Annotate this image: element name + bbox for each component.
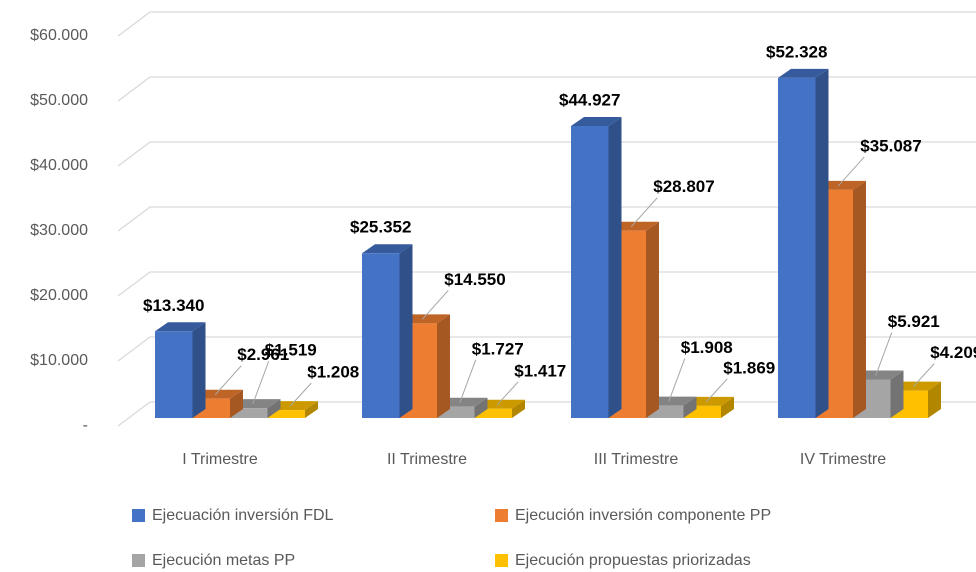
data-label: $13.340: [143, 296, 204, 315]
legend-swatch: [495, 509, 508, 522]
bar-side: [646, 221, 659, 418]
bar-front: [571, 125, 609, 419]
leader-line: [668, 358, 686, 402]
bar-side: [608, 116, 622, 419]
bar: [155, 322, 206, 418]
bar-side: [890, 370, 904, 418]
bar-front: [778, 77, 816, 419]
bar-side: [305, 401, 318, 418]
bar-front: [155, 331, 193, 418]
bar-side: [721, 396, 734, 418]
data-label: $1.417: [514, 361, 566, 380]
leader-line: [252, 360, 270, 405]
legend-label: Ejecución propuestas priorizadas: [515, 552, 751, 569]
grid-line: [117, 336, 976, 362]
bar-side: [437, 314, 450, 418]
bar: [571, 116, 622, 419]
bar-side: [192, 322, 206, 418]
y-tick-label: $60.000: [30, 27, 88, 44]
data-label: $25.352: [350, 218, 411, 237]
leader-line: [837, 156, 865, 187]
bar-side: [267, 399, 281, 418]
legend-label: Ejecución metas PP: [152, 552, 295, 569]
data-label: $4.209: [930, 343, 976, 362]
x-tick-label: IV Trimestre: [800, 451, 886, 468]
grid-line: [117, 271, 976, 297]
bar-front: [362, 253, 400, 418]
data-label: $14.550: [444, 270, 505, 289]
leader-line: [289, 382, 312, 407]
grid-line: [117, 141, 976, 167]
x-tick-label: II Trimestre: [387, 451, 467, 468]
data-label: $1.208: [307, 363, 359, 382]
leader-line: [630, 197, 658, 228]
data-label: $52.328: [766, 42, 827, 61]
legend-label: Ejecuación inversión FDL: [152, 507, 334, 524]
y-tick-label: $20.000: [30, 287, 88, 304]
leader-line: [459, 359, 477, 403]
bar-side: [815, 68, 829, 419]
leader-line: [421, 290, 449, 320]
bar: [778, 68, 829, 419]
data-label: $35.087: [860, 136, 921, 155]
bar-side: [853, 180, 866, 418]
y-tick-label: $30.000: [30, 222, 88, 239]
data-label: $2.961: [237, 345, 289, 364]
leader-line: [496, 381, 519, 406]
legend-label: Ejecución inversión componente PP: [515, 507, 771, 524]
bar-front: [267, 410, 305, 418]
bar-side: [399, 244, 413, 418]
bar: [362, 244, 413, 418]
bar-top: [362, 244, 413, 254]
bar-side: [928, 381, 941, 418]
leader-line: [875, 332, 893, 376]
leader-line: [912, 363, 935, 387]
bar-side: [512, 399, 525, 418]
data-label: $1.727: [472, 339, 524, 358]
bar-top: [571, 116, 622, 126]
grid-line: [117, 76, 976, 102]
data-label: $1.869: [723, 358, 775, 377]
legend-swatch: [132, 554, 145, 567]
y-tick-label: $10.000: [30, 352, 88, 369]
y-tick-label: -: [83, 417, 88, 434]
bar-side: [230, 389, 243, 418]
leader-line: [214, 365, 242, 396]
data-label: $1.908: [681, 338, 733, 357]
legend-swatch: [132, 509, 145, 522]
grid-line: [117, 11, 976, 37]
bar-top: [778, 68, 829, 78]
data-label: $1.519: [265, 341, 317, 360]
data-label: $5.921: [888, 312, 940, 331]
legend-swatch: [495, 554, 508, 567]
data-label: $44.927: [559, 90, 620, 109]
y-tick-label: $50.000: [30, 92, 88, 109]
bar-top: [155, 322, 206, 332]
x-tick-label: III Trimestre: [594, 451, 679, 468]
data-label: $28.807: [653, 177, 714, 196]
x-tick-label: I Trimestre: [182, 451, 258, 468]
grid-line: [117, 206, 976, 232]
bar-side: [683, 396, 697, 418]
leader-line: [705, 378, 728, 403]
y-tick-label: $40.000: [30, 157, 88, 174]
bar-side: [474, 397, 488, 418]
